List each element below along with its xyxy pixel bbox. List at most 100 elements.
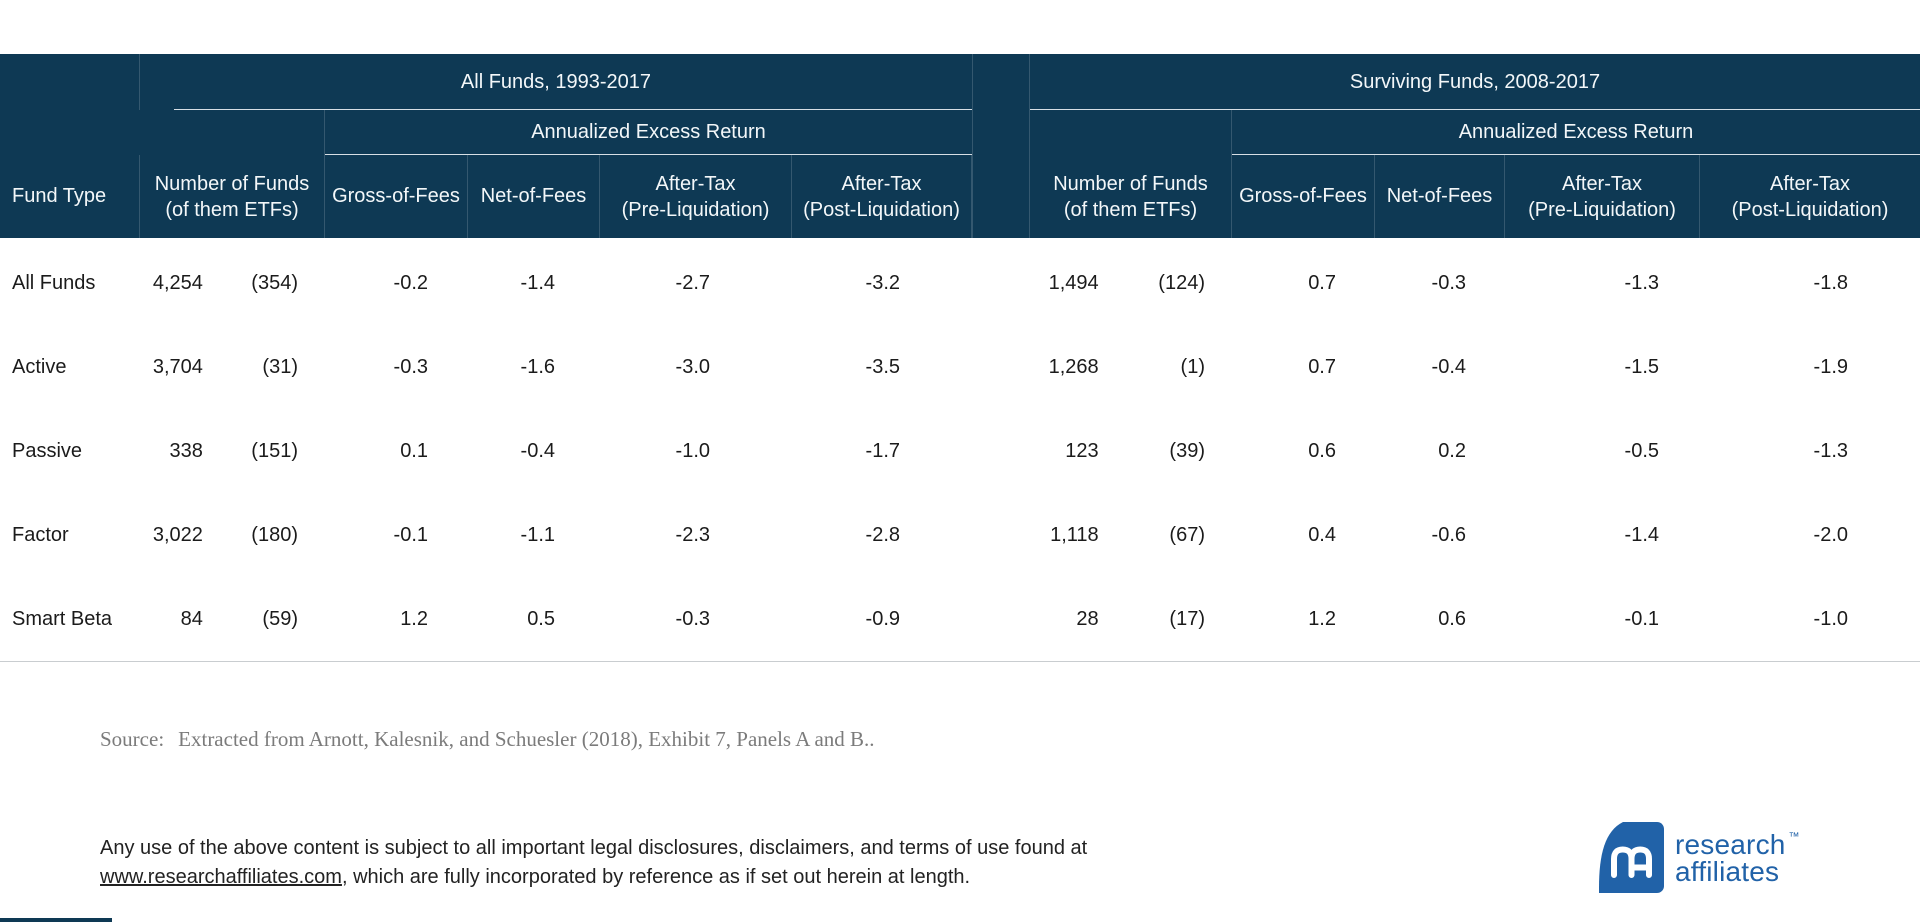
num-funds-cell: 4,254 (354)	[140, 241, 325, 325]
col-header-line: After-Tax	[655, 172, 736, 195]
after-tax-post-cell: -0.9	[865, 607, 900, 630]
gap-cell	[972, 409, 1030, 493]
after-tax-post-cell: -2.8	[865, 523, 900, 546]
num-funds-cell: 3,704 (31)	[140, 325, 325, 409]
col-header-line: (of them ETFs)	[165, 198, 299, 221]
ra-monogram-icon	[1599, 822, 1664, 893]
col-header-line: Number of Funds	[1053, 172, 1208, 195]
col-header-after-tax-post-left: After-Tax (Post-Liquidation)	[792, 155, 972, 238]
num-funds-cell: 1,494 (124)	[1030, 241, 1232, 325]
fund-type-cell: All Funds	[12, 271, 96, 294]
table-bottom-rule	[0, 661, 1920, 662]
after-tax-pre-cell: -2.7	[675, 271, 710, 294]
after-tax-post-cell: -1.8	[1813, 271, 1848, 294]
net-of-fees-cell: 0.2	[1438, 439, 1466, 462]
after-tax-post-cell: -3.5	[865, 355, 900, 378]
gross-of-fees-cell: -0.1	[393, 523, 428, 546]
table-header: All Funds, 1993-2017 Surviving Funds, 20…	[0, 54, 1920, 238]
legal-line-2: www.researchaffiliates.com, which are fu…	[100, 863, 1087, 892]
header-gap	[972, 54, 1030, 110]
fund-count: 4,254	[152, 271, 203, 294]
legal-line-2-text: , which are fully incorporated by refere…	[341, 865, 971, 888]
col-header-net-left: Net-of-Fees	[468, 155, 600, 238]
subheader-aer-right: Annualized Excess Return	[1232, 110, 1920, 155]
source-note: Source: Extracted from Arnott, Kalesnik, …	[100, 727, 875, 752]
table-row-active: Active 3,704 (31) -0.3 -1.6 -3.0 -3.5 1,…	[0, 325, 1920, 409]
after-tax-post-cell: -1.9	[1813, 355, 1848, 378]
after-tax-post-cell: -3.2	[865, 271, 900, 294]
col-header-line: (of them ETFs)	[1063, 198, 1198, 221]
num-funds-cell: 28 (17)	[1030, 577, 1232, 661]
after-tax-pre-cell: -0.1	[1624, 607, 1659, 630]
col-header-line: After-Tax	[841, 172, 922, 195]
etf-count: (1)	[1180, 355, 1205, 378]
table-row-passive: Passive 338 (151) 0.1 -0.4 -1.0 -1.7 123…	[0, 409, 1920, 493]
col-header-line: (Pre-Liquidation)	[621, 198, 770, 221]
source-text: Extracted from Arnott, Kalesnik, and Sch…	[178, 727, 875, 751]
fund-type-cell: Active	[12, 355, 67, 378]
col-header-line: (Post-Liquidation)	[803, 198, 960, 221]
header-spacer	[1030, 110, 1232, 155]
header-spacer	[0, 54, 140, 110]
subheader-aer-left: Annualized Excess Return	[325, 110, 972, 155]
etf-count: (67)	[1169, 523, 1205, 546]
etf-count: (59)	[262, 607, 298, 630]
net-of-fees-cell: 0.6	[1438, 607, 1466, 630]
fund-count: 123	[1065, 439, 1099, 462]
gross-of-fees-cell: 1.2	[400, 607, 428, 630]
logo-word-2: affiliates	[1675, 856, 1780, 887]
group-header-all-funds: All Funds, 1993-2017	[140, 54, 972, 110]
gap-cell	[972, 493, 1030, 577]
col-header-after-tax-pre-left: After-Tax (Pre-Liquidation)	[600, 155, 792, 238]
etf-count: (151)	[251, 439, 298, 462]
gross-of-fees-cell: 0.4	[1308, 523, 1336, 546]
after-tax-pre-cell: -0.5	[1624, 439, 1659, 462]
page-edge-mark	[0, 918, 112, 922]
fund-count: 1,118	[1050, 523, 1099, 546]
net-of-fees-cell: -0.4	[1431, 355, 1466, 378]
col-header-fund-type: Fund Type	[0, 155, 140, 238]
gap-cell	[972, 577, 1030, 661]
logo-wordmark: research ™ affiliates	[1675, 831, 1800, 887]
gross-of-fees-cell: 0.6	[1308, 439, 1336, 462]
col-header-line: (Post-Liquidation)	[1731, 198, 1889, 221]
table-body: All Funds 4,254 (354) -0.2 -1.4 -2.7 -3.…	[0, 238, 1920, 661]
col-header-line: After-Tax	[1769, 172, 1851, 195]
etf-count: (39)	[1169, 439, 1205, 462]
fund-type-cell: Passive	[12, 439, 83, 462]
gross-of-fees-cell: -0.2	[393, 271, 428, 294]
col-header-after-tax-pre-right: After-Tax (Pre-Liquidation)	[1505, 155, 1700, 238]
trademark-symbol: ™	[1788, 831, 1800, 843]
table-row-all-funds: All Funds 4,254 (354) -0.2 -1.4 -2.7 -3.…	[0, 241, 1920, 325]
after-tax-post-cell: -2.0	[1813, 523, 1848, 546]
after-tax-pre-cell: -1.3	[1624, 271, 1659, 294]
fund-type-cell: Smart Beta	[12, 607, 113, 630]
col-header-num-funds-left: Number of Funds (of them ETFs)	[140, 155, 325, 238]
etf-count: (180)	[251, 523, 298, 546]
num-funds-cell: 123 (39)	[1030, 409, 1232, 493]
gap-cell	[972, 241, 1030, 325]
fund-count: 338	[169, 439, 203, 462]
col-header-line: Number of Funds	[154, 172, 310, 195]
net-of-fees-cell: -1.4	[520, 271, 555, 294]
fund-count: 1,268	[1048, 355, 1099, 378]
fund-type-cell: Factor	[12, 523, 69, 546]
gross-of-fees-cell: 1.2	[1308, 607, 1336, 630]
fund-count: 1,494	[1048, 271, 1099, 294]
net-of-fees-cell: -1.1	[520, 523, 555, 546]
research-affiliates-link[interactable]: www.researchaffiliates.com	[100, 865, 342, 888]
header-gap	[972, 155, 1030, 238]
after-tax-pre-cell: -0.3	[675, 607, 710, 630]
gross-of-fees-cell: -0.3	[393, 355, 428, 378]
net-of-fees-cell: -1.6	[520, 355, 555, 378]
col-header-num-funds-right: Number of Funds (of them ETFs)	[1030, 155, 1232, 238]
after-tax-pre-cell: -1.4	[1624, 523, 1659, 546]
etf-count: (354)	[251, 271, 298, 294]
source-label: Source:	[100, 727, 165, 751]
header-gap	[972, 110, 1030, 155]
after-tax-pre-cell: -1.0	[675, 439, 710, 462]
num-funds-cell: 1,268 (1)	[1030, 325, 1232, 409]
etf-count: (31)	[262, 355, 298, 378]
num-funds-cell: 1,118 (67)	[1030, 493, 1232, 577]
